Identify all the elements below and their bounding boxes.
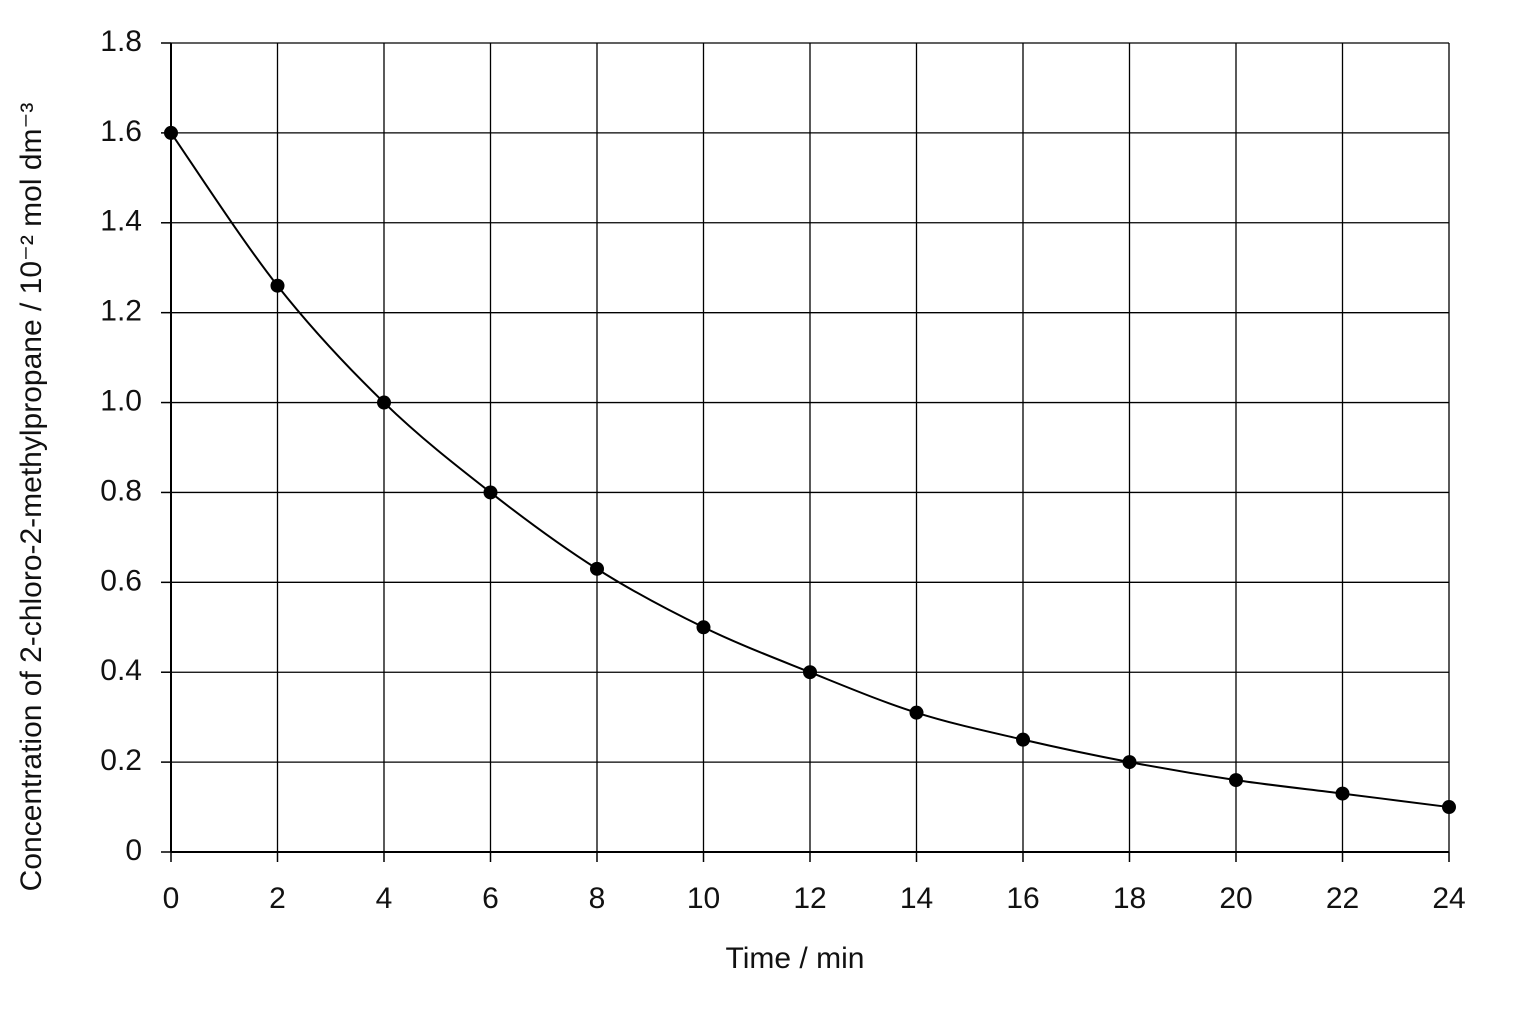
data-point <box>1016 732 1030 747</box>
y-tick-label: 0.8 <box>100 474 142 507</box>
x-tick-label: 18 <box>1113 882 1146 915</box>
x-tick-label: 10 <box>687 882 720 915</box>
y-tick-label: 0.2 <box>100 744 142 777</box>
y-tick-label: 1.6 <box>100 115 142 148</box>
y-tick-label: 1.4 <box>100 205 142 238</box>
y-tick-label: 1.2 <box>100 295 142 328</box>
y-tick-label: 0.6 <box>100 564 142 597</box>
x-tick-label: 12 <box>793 882 826 915</box>
x-tick-label: 0 <box>163 882 180 915</box>
x-tick-label: 16 <box>1006 882 1039 915</box>
data-point <box>1229 773 1243 788</box>
x-tick-label: 8 <box>589 882 606 915</box>
x-tick-label: 22 <box>1326 882 1359 915</box>
data-point <box>1335 786 1350 801</box>
data-point <box>803 665 817 680</box>
x-tick-label: 6 <box>482 882 499 915</box>
y-tick-label: 0.4 <box>100 654 142 687</box>
x-tick-label: 20 <box>1219 882 1252 915</box>
y-tick-label: 1.8 <box>100 25 142 58</box>
y-tick-label: 0 <box>125 834 142 867</box>
x-tick-label: 4 <box>376 882 393 915</box>
data-point <box>1122 755 1137 770</box>
data-point <box>590 561 604 576</box>
data-point <box>909 705 924 720</box>
data-point <box>696 620 711 635</box>
x-tick-label: 14 <box>900 882 933 915</box>
data-point <box>377 395 391 410</box>
data-point <box>270 278 285 293</box>
data-point <box>164 125 178 140</box>
y-axis-label: Concentration of 2-chloro-2-methylpropan… <box>15 103 48 892</box>
x-axis-label: Time / min <box>726 942 865 975</box>
x-tick-label: 2 <box>269 882 286 915</box>
data-point <box>483 485 498 500</box>
data-point <box>1442 800 1456 815</box>
y-tick-label: 1.0 <box>100 384 142 417</box>
x-tick-label: 24 <box>1432 882 1465 915</box>
